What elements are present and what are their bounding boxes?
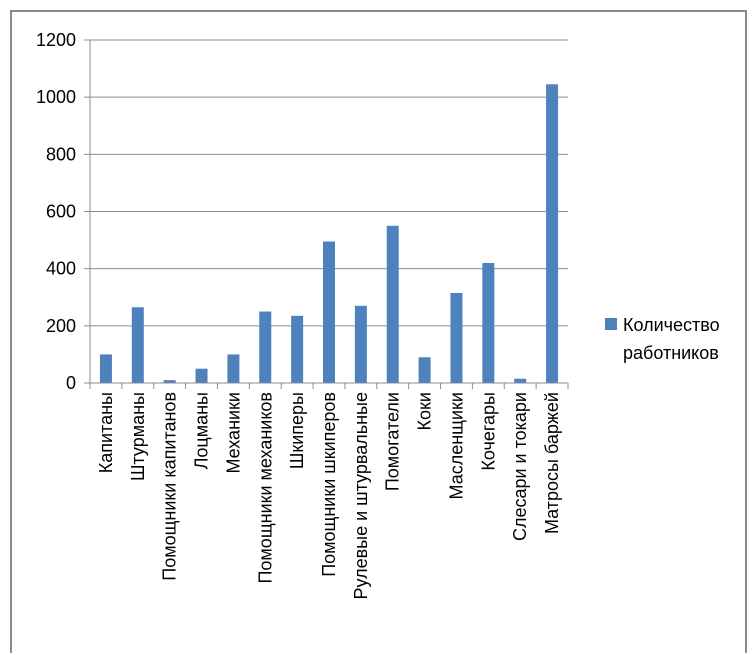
x-category-label: Кочегары	[478, 392, 498, 471]
bar	[418, 357, 431, 383]
bars	[99, 84, 559, 383]
legend: Количество работников	[605, 315, 720, 363]
x-category-label: Помогатели	[383, 392, 403, 491]
bar	[482, 262, 495, 383]
legend-label-line2: работников	[623, 343, 719, 363]
x-category-label: Помощники капитанов	[160, 392, 180, 581]
legend-label-line1: Количество	[623, 315, 720, 335]
bar	[131, 307, 144, 383]
y-axis-ticks: 0 200 400 600 800 1000 1200	[36, 30, 90, 393]
bar	[227, 354, 240, 383]
x-category-label: Масленщики	[446, 392, 466, 499]
x-category-label: Слесари и токари	[510, 392, 530, 541]
bar	[514, 378, 527, 383]
x-category-label: Капитаны	[96, 392, 116, 473]
bar	[291, 315, 304, 383]
x-category-label: Коки	[415, 392, 435, 430]
x-category-label: Помощники шкиперов	[319, 392, 339, 577]
bar	[259, 311, 272, 383]
y-tick-label: 1200	[36, 30, 76, 50]
bar	[323, 241, 335, 383]
bar	[450, 292, 463, 383]
x-category-label: Механики	[223, 392, 243, 474]
y-tick-label: 0	[66, 373, 76, 393]
x-category-label: Штурманы	[128, 392, 148, 481]
x-category-label: Лоцманы	[192, 392, 212, 469]
y-tick-label: 800	[46, 144, 76, 164]
bar	[163, 380, 176, 383]
legend-swatch	[605, 318, 617, 330]
y-tick-label: 1000	[36, 87, 76, 107]
x-category-label: Помощники механиков	[255, 392, 275, 584]
x-category-label: Матросы баржей	[542, 392, 562, 534]
bar	[354, 305, 367, 383]
y-tick-label: 200	[46, 316, 76, 336]
y-tick-label: 600	[46, 202, 76, 222]
x-category-label: Рулевые и штурвальные	[351, 392, 371, 600]
bar	[386, 225, 399, 383]
axes	[89, 40, 568, 384]
y-tick-label: 400	[46, 259, 76, 279]
x-category-label: Шкиперы	[287, 392, 307, 469]
bar	[546, 84, 559, 383]
x-axis-labels: Капитаны Штурманы Помощники капитанов Лоцма…	[89, 383, 569, 600]
bar	[99, 354, 112, 383]
bar	[195, 368, 208, 383]
